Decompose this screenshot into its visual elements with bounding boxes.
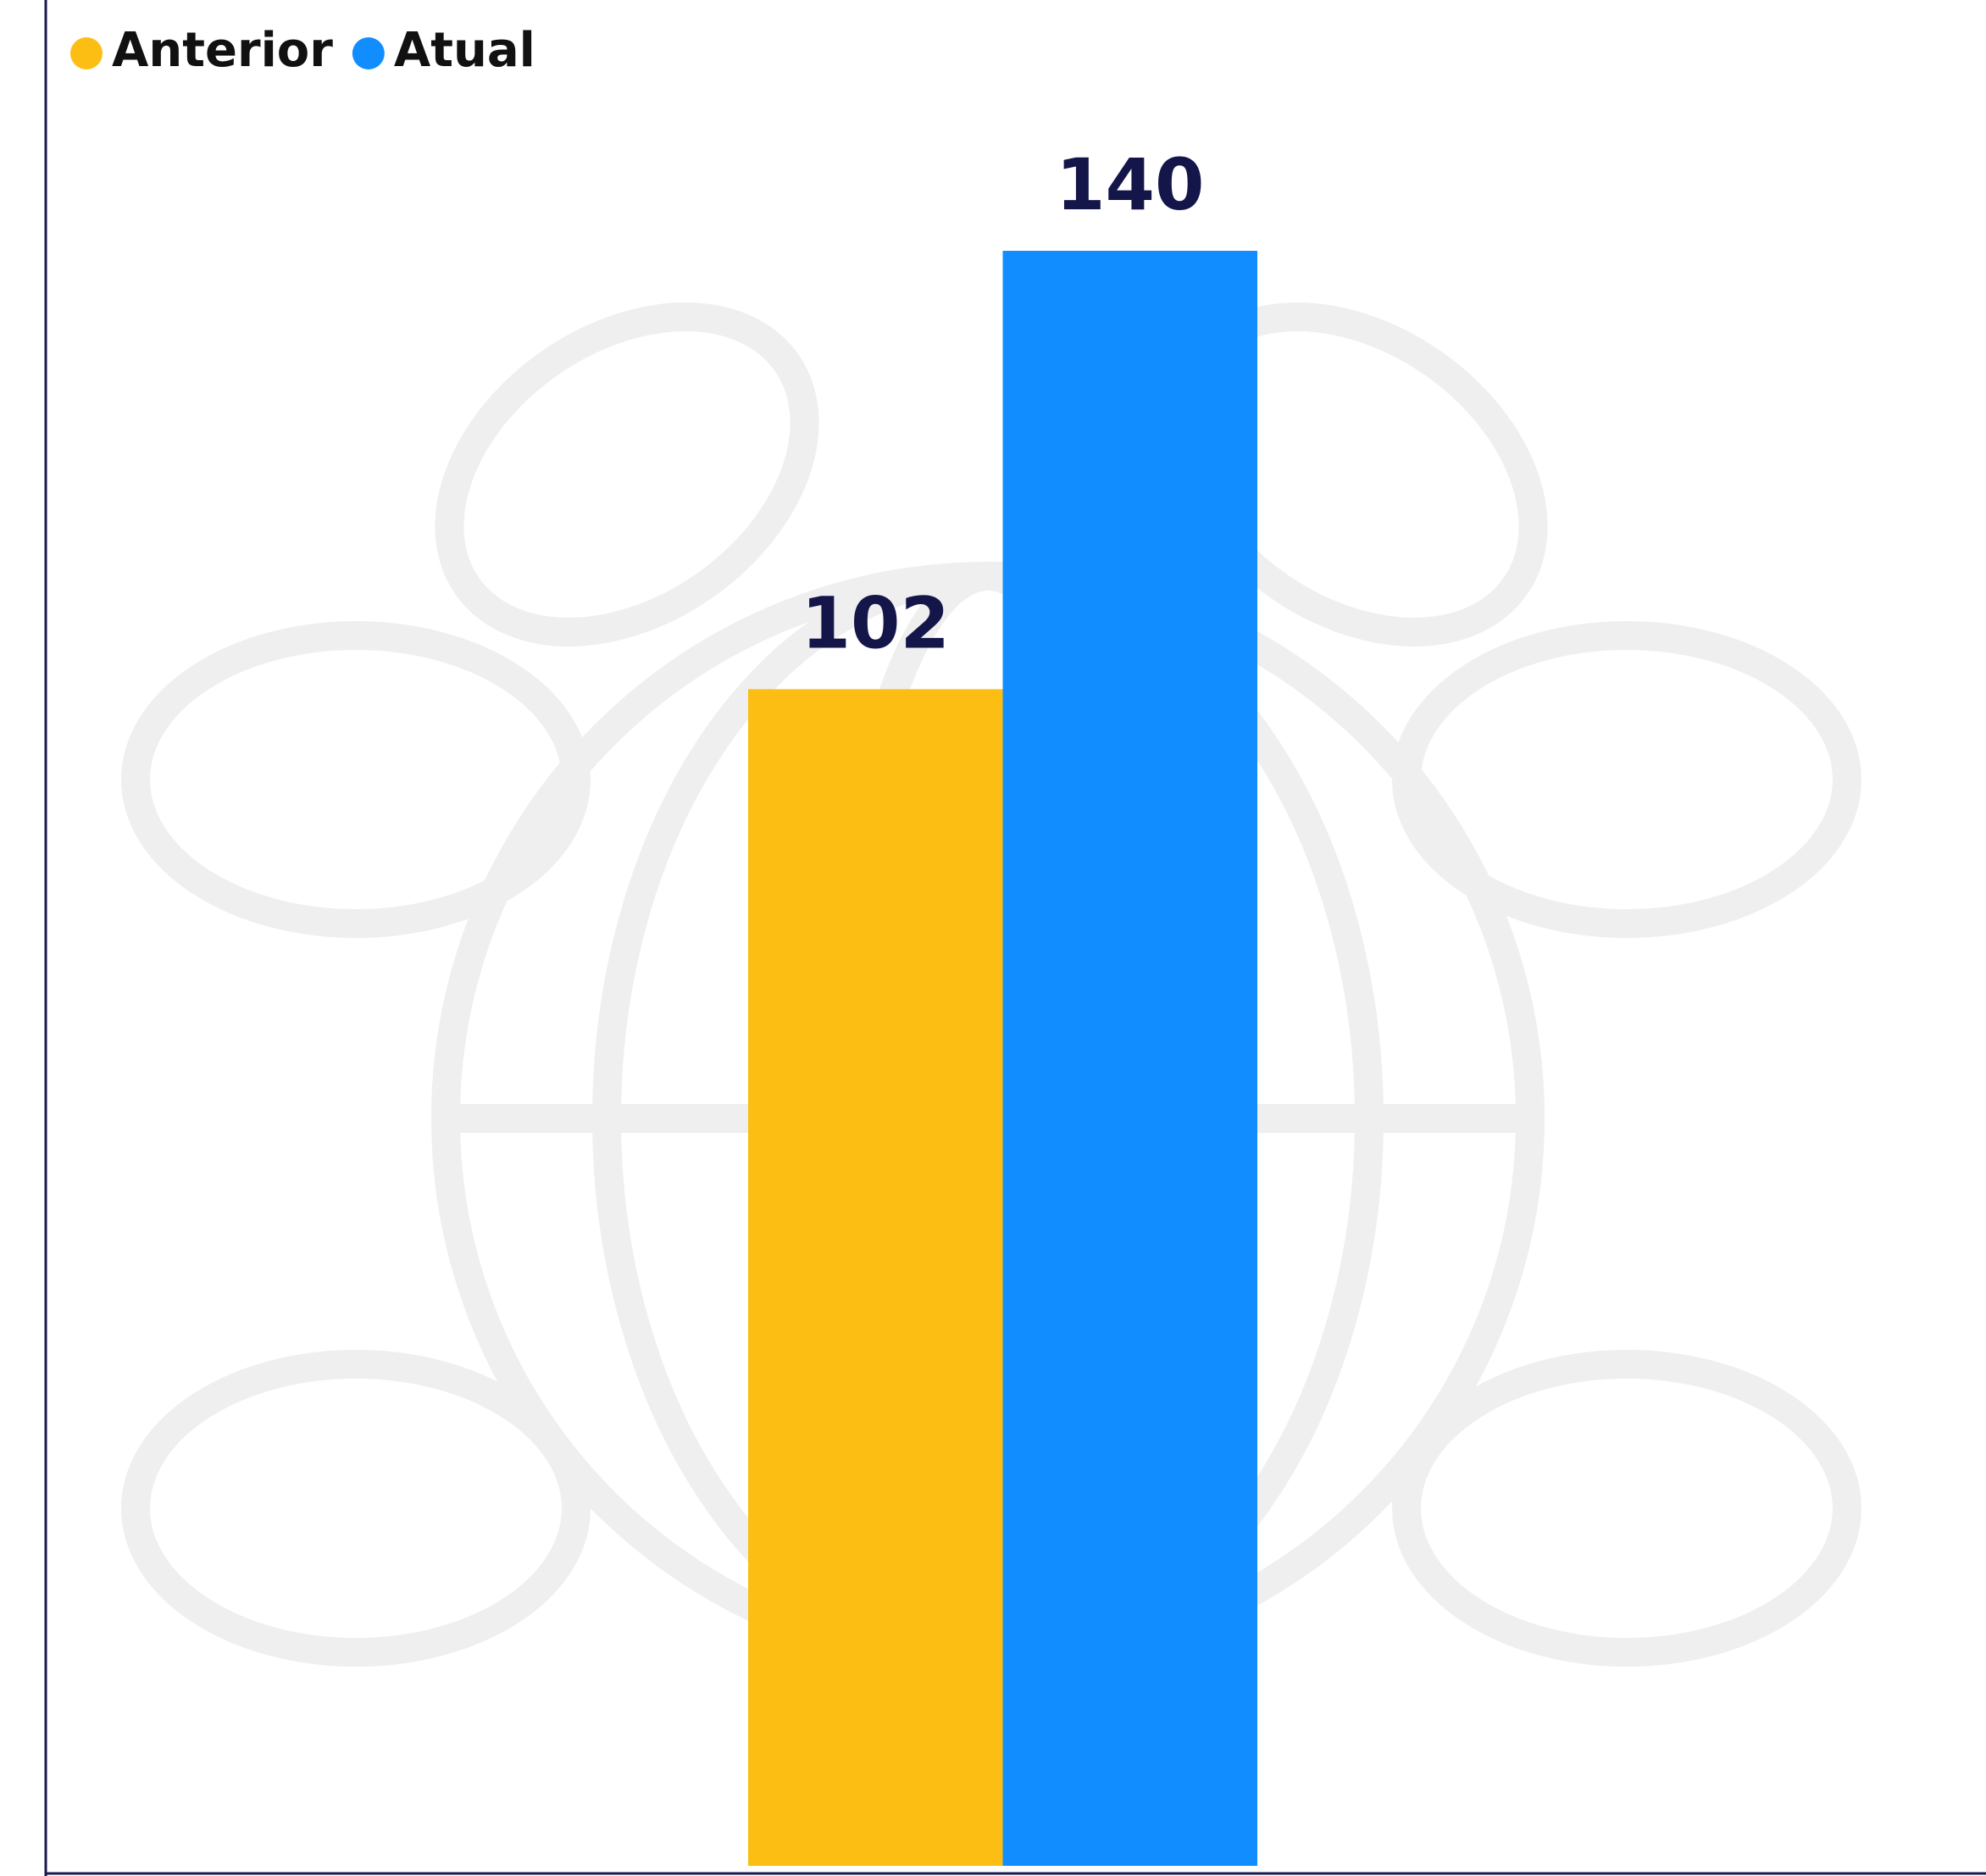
value-label: 102 [802, 581, 950, 664]
legend-label: Anterior [112, 23, 333, 78]
legend-marker [352, 37, 385, 69]
value-label: 140 [1056, 143, 1204, 226]
bar [1002, 251, 1257, 1866]
legend-label: Atual [394, 23, 535, 78]
bar [748, 689, 1003, 1867]
legend-marker [70, 37, 103, 69]
